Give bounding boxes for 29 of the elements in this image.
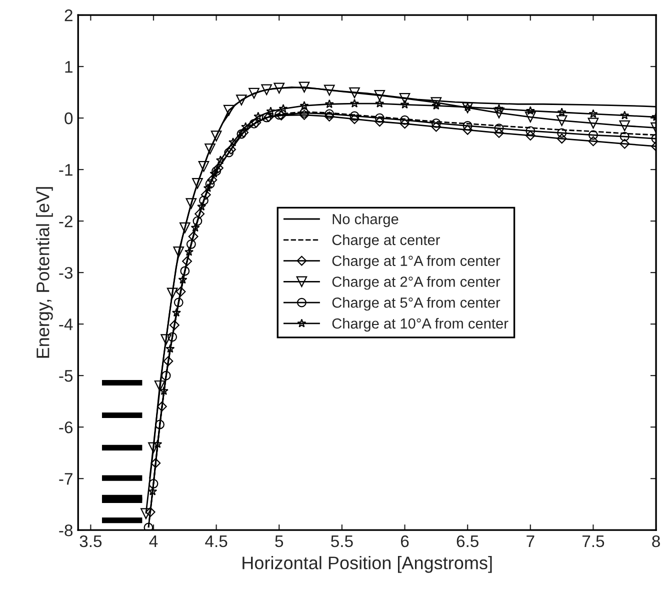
x-tick-label: 5 (275, 536, 284, 548)
y-tick-label: 0 (64, 112, 73, 124)
x-tick-label: 6 (400, 535, 409, 548)
legend-label: Charge at 5°A from center (332, 297, 500, 311)
legend-label: No charge (332, 214, 398, 228)
x-tick-label: 7.5 (582, 536, 604, 548)
y-tick-label: -1 (59, 164, 72, 176)
y-axis-title: Energy, Potential [eV] (36, 187, 53, 358)
y-tick-label: -5 (59, 370, 73, 382)
x-tick-label: 6.5 (456, 535, 478, 548)
y-tick-label: -4 (59, 318, 73, 330)
x-tick-label: 7 (526, 536, 534, 548)
x-tick-label: 5.5 (331, 536, 353, 548)
y-tick-label: -8 (59, 524, 73, 536)
y-tick-label: -3 (59, 266, 73, 279)
y-tick-label: 2 (64, 9, 72, 22)
y-tick-label: 1 (65, 61, 72, 73)
x-tick-label: 4.5 (205, 536, 228, 548)
x-axis-title: Horizontal Position [Angstroms] (242, 556, 492, 573)
y-tick-label: -7 (59, 473, 72, 485)
legend-label: Charge at center (332, 234, 440, 248)
x-tick-label: 3.5 (80, 535, 102, 548)
y-tick-label: -6 (59, 421, 73, 434)
legend-label: Charge at 10°A from center (332, 318, 508, 332)
legend-label: Charge at 2°A from center (332, 276, 500, 290)
legend-label: Charge at 1°A from center (332, 255, 500, 269)
y-tick-label: -2 (59, 215, 72, 228)
x-tick-label: 8 (652, 535, 660, 548)
x-tick-label: 4 (149, 536, 158, 548)
